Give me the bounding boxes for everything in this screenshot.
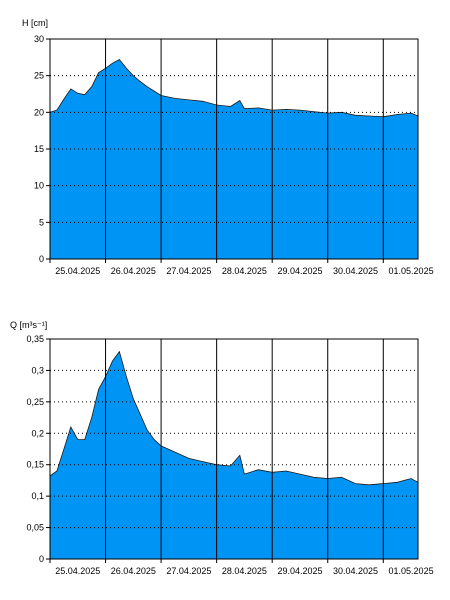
y-axis-label: Q [m³s⁻¹]: [10, 320, 47, 330]
x-tick-label: 27.04.2025: [166, 266, 211, 276]
y-tick-label: 15: [34, 144, 44, 154]
x-tick-label: 29.04.2025: [277, 266, 322, 276]
x-tick-label: 30.04.2025: [333, 266, 378, 276]
y-tick-label: 20: [34, 107, 44, 117]
x-tick-label: 28.04.2025: [222, 266, 267, 276]
series-line: [49, 58, 419, 118]
x-tick-label: 28.04.2025: [222, 566, 267, 576]
area-series: [50, 59, 418, 259]
y-tick-label: 5: [39, 217, 44, 227]
plot-border: [49, 338, 419, 560]
x-tick-label: 29.04.2025: [277, 566, 322, 576]
x-tick-label: 25.04.2025: [55, 266, 100, 276]
y-axis-label: H [cm]: [22, 18, 48, 28]
x-tick-label: 26.04.2025: [111, 566, 156, 576]
y-tick-label: 0,2: [31, 428, 44, 438]
plot-border: [49, 38, 419, 260]
discharge-chart: 0 0,05 0,1 0,15 0,2 0,25 0,3 0,35 25.04.2025 26.0…: [10, 320, 434, 576]
x-tick-label: 01.05.2025: [389, 566, 434, 576]
y-tick-label: 0,35: [26, 334, 44, 344]
x-tick-label: 01.05.2025: [389, 266, 434, 276]
water-level-chart: 0 5 10 15 20 25 30 25.04.2025 26.04.2025 27.04.20…: [22, 18, 434, 276]
x-tick-label: 27.04.2025: [166, 566, 211, 576]
series-line: [49, 350, 419, 486]
y-tick-label: 0,15: [26, 460, 44, 470]
y-tick-label: 0: [39, 254, 44, 264]
x-tick-label: 26.04.2025: [111, 266, 156, 276]
y-tick-label: 25: [34, 71, 44, 81]
area-series: [50, 351, 418, 559]
y-tick-label: 0,25: [26, 397, 44, 407]
y-tick-label: 30: [34, 34, 44, 44]
x-tick-label: 25.04.2025: [55, 566, 100, 576]
y-tick-label: 10: [34, 181, 44, 191]
y-tick-label: 0,05: [26, 523, 44, 533]
y-tick-label: 0,3: [31, 365, 44, 375]
y-tick-label: 0,1: [31, 491, 44, 501]
x-tick-label: 30.04.2025: [333, 566, 378, 576]
y-tick-label: 0: [39, 554, 44, 564]
